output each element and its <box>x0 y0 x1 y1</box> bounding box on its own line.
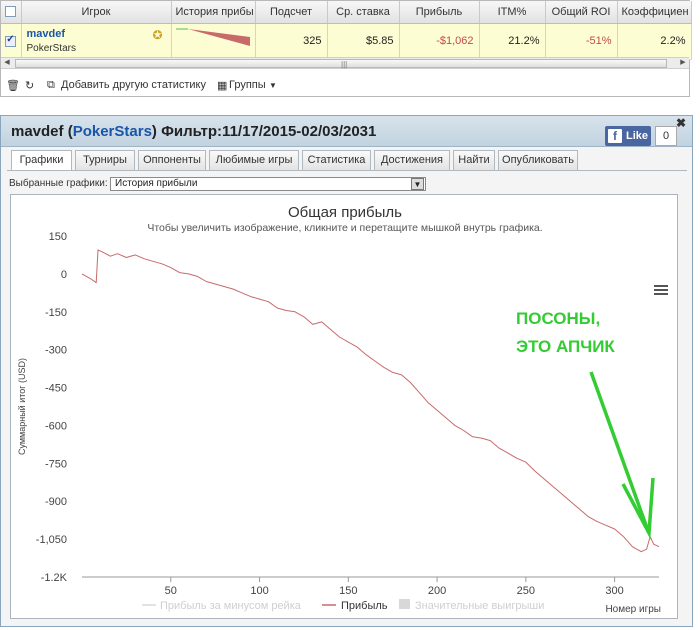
facebook-like-count: 0 <box>655 126 677 146</box>
count-cell: 325 <box>255 23 328 60</box>
stats-toolbar: 🗑 ↻ ⧉ Добавить другую статистику ▦ Групп… <box>1 77 689 95</box>
window-header: mavdef (PokerStars) Фильтр:11/17/2015-02… <box>1 116 692 147</box>
roi-cell: -51% <box>545 23 618 60</box>
selected-charts-label: Выбранные графики: <box>9 178 108 189</box>
col-header-itm[interactable]: ITM% <box>479 1 546 24</box>
chart-menu-icon[interactable] <box>654 285 668 297</box>
table-row[interactable]: mavdef PokerStars ✪ 325 $5.85 -$1,062 21… <box>1 23 692 60</box>
tab-charts[interactable]: Графики <box>11 150 72 171</box>
series-line-profit <box>81 249 660 553</box>
facebook-icon: f <box>608 129 622 143</box>
y-tick-label: 150 <box>49 231 67 243</box>
table-header-row: Игрок История прибы Подсчет Ср. ставка П… <box>1 1 692 24</box>
legend-item-big-wins: Значительные выигрыши <box>415 600 544 612</box>
x-tick-label: 50 <box>165 585 177 597</box>
player-window: mavdef (PokerStars) Фильтр:11/17/2015-02… <box>0 115 693 627</box>
legend-item-profit: Прибыль <box>341 600 388 612</box>
tab-opponents[interactable]: Оппоненты <box>138 150 206 170</box>
profit-sparkline <box>175 28 250 46</box>
grip-icon: ||| <box>341 60 348 69</box>
tab-tournaments[interactable]: Турниры <box>75 150 135 170</box>
chevron-down-icon[interactable]: ▼ <box>411 178 424 190</box>
select-all-header[interactable] <box>1 1 22 24</box>
title-player: mavdef <box>11 123 64 140</box>
facebook-like-label: Like <box>626 130 649 142</box>
annotation-arrow-shaft <box>589 371 649 529</box>
y-tick-label: -900 <box>45 496 67 508</box>
refresh-icon[interactable]: ↻ <box>25 80 35 92</box>
annotation-arrow-head <box>621 477 655 540</box>
add-stat-button[interactable]: Добавить другую статистику <box>61 79 206 91</box>
y-tick-label: 0 <box>61 269 67 281</box>
legend-item-net-profit: Прибыль за минусом рейка <box>160 600 302 612</box>
tab-publish[interactable]: Опубликовать <box>498 150 578 170</box>
x-tick-label: 150 <box>339 585 357 597</box>
y-tick-label: -750 <box>45 458 67 470</box>
col-header-profit[interactable]: Прибыль <box>399 1 480 24</box>
col-header-avg-stake[interactable]: Ср. ставка <box>327 1 400 24</box>
col-header-history[interactable]: История прибы <box>171 1 256 24</box>
chart-frame[interactable]: Общая прибыль Чтобы увеличить изображение… <box>10 194 678 619</box>
col-header-roi[interactable]: Общий ROI <box>545 1 618 24</box>
badge-icon: ✪ <box>152 27 163 42</box>
legend-marker-big-wins <box>399 599 410 609</box>
player-site: PokerStars <box>26 43 76 54</box>
window-title: mavdef (PokerStars) Фильтр:11/17/2015-02… <box>11 123 377 140</box>
x-tick-label: 200 <box>428 585 446 597</box>
chart-subtitle: Чтобы увеличить изображение, кликните и … <box>147 222 542 234</box>
row-checkbox[interactable] <box>5 34 17 47</box>
stats-table: Игрок История прибы Подсчет Ср. ставка П… <box>1 1 692 60</box>
groups-icon: ▦ <box>217 80 228 92</box>
title-filter: Фильтр:11/17/2015-02/03/2031 <box>161 123 377 140</box>
close-icon[interactable]: ✖ <box>675 116 686 130</box>
coef-cell: 2.2% <box>617 23 692 60</box>
x-tick-label: 100 <box>250 585 268 597</box>
y-tick-label: -600 <box>45 420 67 432</box>
scrollbar-thumb[interactable]: ||| <box>15 59 667 69</box>
itm-cell: 21.2% <box>479 23 546 60</box>
scroll-left-icon[interactable]: ◀ <box>4 59 10 66</box>
history-sparkline-cell <box>171 23 256 60</box>
trash-icon[interactable]: 🗑 <box>6 80 20 92</box>
annotation-line-2: ЭТО АПЧИК <box>516 337 615 356</box>
chart-select-value: История прибыли <box>115 178 198 189</box>
profit-cell: -$1,062 <box>399 23 480 60</box>
player-name[interactable]: mavdef <box>26 28 66 40</box>
chart-select[interactable]: История прибыли ▼ <box>110 177 426 191</box>
row-checkbox-cell[interactable] <box>1 23 22 60</box>
add-stat-icon: ⧉ <box>47 79 55 91</box>
scroll-right-icon[interactable]: ▶ <box>680 59 686 66</box>
x-tick-label: 250 <box>517 585 535 597</box>
y-tick-label: -300 <box>45 345 67 357</box>
y-tick-label: -150 <box>45 307 67 319</box>
select-all-checkbox[interactable] <box>5 6 17 18</box>
tab-statistics[interactable]: Статистика <box>302 150 371 170</box>
title-site[interactable]: PokerStars <box>72 123 152 140</box>
horizontal-scrollbar[interactable]: ◀ ||| ▶ <box>1 57 689 69</box>
col-header-coef[interactable]: Коэффициен <box>617 1 692 24</box>
col-header-count[interactable]: Подсчет <box>255 1 328 24</box>
tab-achievements[interactable]: Достижения <box>374 150 450 170</box>
y-tick-label: -1,050 <box>36 534 67 546</box>
avg-stake-cell: $5.85 <box>327 23 400 60</box>
facebook-like-button[interactable]: f Like <box>605 126 651 146</box>
x-axis-label: Номер игры <box>605 604 661 615</box>
y-tick-label: -450 <box>45 383 67 395</box>
x-tick-label: 300 <box>605 585 623 597</box>
chart-title: Общая прибыль <box>288 204 402 221</box>
chevron-down-icon[interactable]: ▼ <box>269 81 277 90</box>
col-header-player[interactable]: Игрок <box>21 1 172 24</box>
stats-panel: Игрок История прибы Подсчет Ср. ставка П… <box>0 0 692 97</box>
annotation-line-1: ПОСОНЫ, <box>516 309 600 328</box>
player-cell[interactable]: mavdef PokerStars ✪ <box>21 23 172 60</box>
tab-find[interactable]: Найти <box>453 150 495 170</box>
groups-button[interactable]: Группы <box>229 79 266 91</box>
tab-divider <box>7 170 687 171</box>
tab-favorite-games[interactable]: Любимые игры <box>209 150 299 170</box>
y-tick-label: -1.2K <box>41 572 68 584</box>
y-axis-label: Суммарный итог (USD) <box>17 358 27 455</box>
